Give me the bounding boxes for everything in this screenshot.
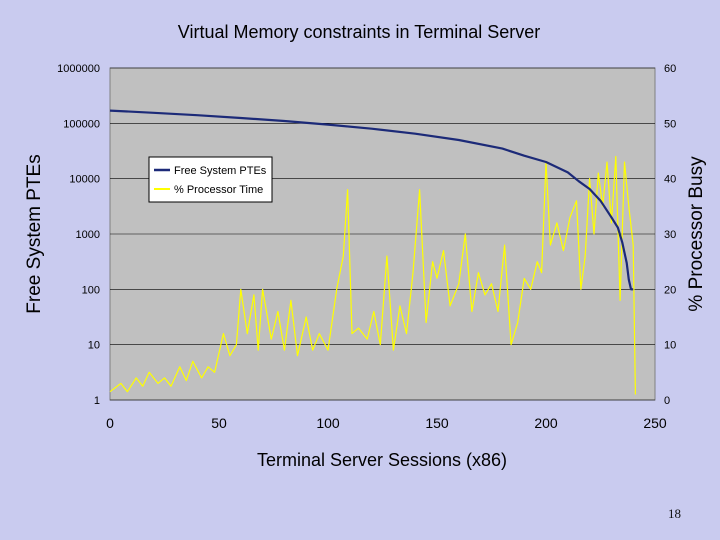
right-tick-label-0: 0	[664, 395, 670, 407]
x-axis-label: Terminal Server Sessions (x86)	[257, 450, 507, 470]
right-tick-label-3: 30	[664, 229, 676, 241]
x-axis-ticks: 0 50 100 150 200 250	[106, 415, 667, 431]
left-tick-label-0: 1	[94, 395, 100, 407]
right-tick-label-4: 40	[664, 174, 676, 186]
x-tick-label-0: 0	[106, 415, 114, 431]
slide-number: 18	[668, 506, 681, 521]
series-line-free-system-ptes	[109, 109, 634, 291]
left-tick-label-1: 10	[88, 340, 100, 352]
legend-label-free-system-ptes: Free System PTEs	[174, 165, 267, 177]
x-tick-label-4: 200	[534, 415, 558, 431]
x-tick-label-5: 250	[643, 415, 667, 431]
right-tick-label-6: 60	[664, 63, 676, 75]
x-tick-label-2: 100	[316, 415, 340, 431]
right-axis-ticks: 0 10 20 30 40 50 60	[664, 63, 676, 407]
left-tick-label-6: 1000000	[57, 63, 100, 75]
left-tick-label-3: 1000	[76, 229, 100, 241]
legend: Free System PTEs % Processor Time	[148, 156, 273, 203]
x-tick-label-3: 150	[425, 415, 449, 431]
legend-box	[148, 156, 273, 203]
x-tick-label-1: 50	[211, 415, 227, 431]
right-tick-label-2: 20	[664, 284, 676, 296]
series-layer	[109, 109, 636, 395]
chart-title: Virtual Memory constraints in Terminal S…	[178, 22, 540, 42]
left-tick-label-5: 100000	[63, 118, 100, 130]
y-axis-left-label: Free System PTEs	[24, 154, 45, 313]
right-tick-label-5: 50	[664, 118, 676, 130]
legend-label-processor-time: % Processor Time	[174, 184, 263, 196]
series-line-processor-time	[109, 155, 636, 395]
left-tick-label-2: 100	[82, 284, 100, 296]
left-tick-label-4: 10000	[69, 174, 100, 186]
y-axis-right-label: % Processor Busy	[686, 156, 707, 312]
left-axis-ticks: 1 10 100 1000 10000 100000 1000000	[57, 63, 100, 407]
right-tick-label-1: 10	[664, 340, 676, 352]
